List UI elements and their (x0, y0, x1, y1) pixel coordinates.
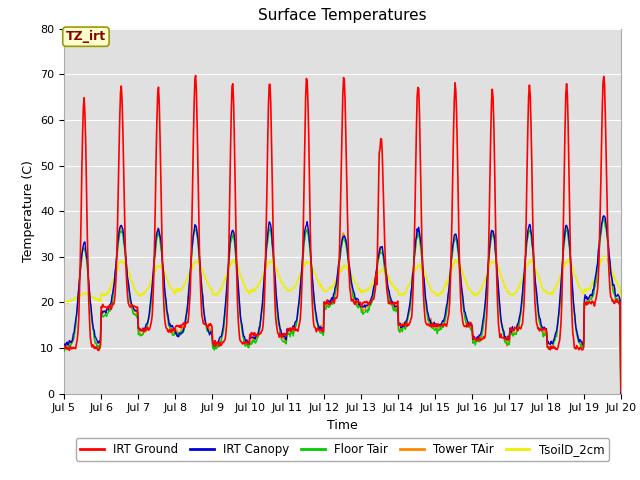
Y-axis label: Temperature (C): Temperature (C) (22, 160, 35, 262)
X-axis label: Time: Time (327, 419, 358, 432)
Text: TZ_irt: TZ_irt (66, 30, 106, 43)
Title: Surface Temperatures: Surface Temperatures (258, 9, 427, 24)
Legend: IRT Ground, IRT Canopy, Floor Tair, Tower TAir, TsoilD_2cm: IRT Ground, IRT Canopy, Floor Tair, Towe… (76, 438, 609, 461)
